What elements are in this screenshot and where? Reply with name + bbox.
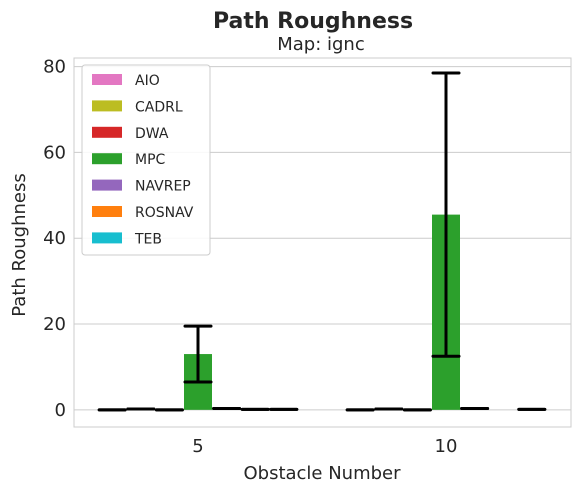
legend-label-dwa: DWA: [135, 126, 169, 142]
y-tick-label: 40: [43, 228, 66, 249]
y-tick-label: 80: [43, 57, 66, 78]
chart-subtitle: Map: ignc: [277, 34, 365, 55]
legend: AIO CADRL DWA MPC NAVREP ROSNAV TEB: [81, 64, 211, 256]
legend-items: AIO CADRL DWA MPC NAVREP ROSNAV TEB: [92, 73, 194, 247]
chart-title: Path Roughness: [213, 9, 413, 34]
legend-label-cadrl: CADRL: [135, 99, 183, 115]
legend-swatch-mpc: [92, 153, 122, 165]
legend-swatch-navrep: [92, 179, 122, 191]
legend-label-rosnav: ROSNAV: [135, 205, 194, 221]
y-ticks: 0 20 40 60 80: [43, 57, 66, 421]
y-tick-label: 60: [43, 142, 66, 163]
y-tick-label: 0: [55, 400, 66, 421]
y-tick-label: 20: [43, 314, 66, 335]
legend-swatch-teb: [92, 232, 122, 244]
x-tick-label: 5: [192, 436, 203, 457]
legend-label-mpc: MPC: [135, 152, 166, 168]
legend-label-navrep: NAVREP: [135, 179, 191, 195]
legend-label-teb: TEB: [134, 231, 162, 247]
plot-frame: [73, 57, 572, 428]
legend-swatch-aio: [92, 74, 122, 85]
y-axis-label: Path Roughness: [9, 173, 30, 316]
error-bars: [97, 71, 547, 412]
x-ticks: 5 10: [192, 436, 457, 457]
legend-swatch-cadrl: [92, 100, 122, 112]
x-axis-label: Obstacle Number: [243, 463, 401, 484]
legend-swatch-dwa: [92, 126, 122, 138]
legend-swatch-rosnav: [92, 206, 122, 217]
x-tick-label: 10: [435, 436, 458, 457]
legend-label-aio: AIO: [135, 73, 160, 89]
